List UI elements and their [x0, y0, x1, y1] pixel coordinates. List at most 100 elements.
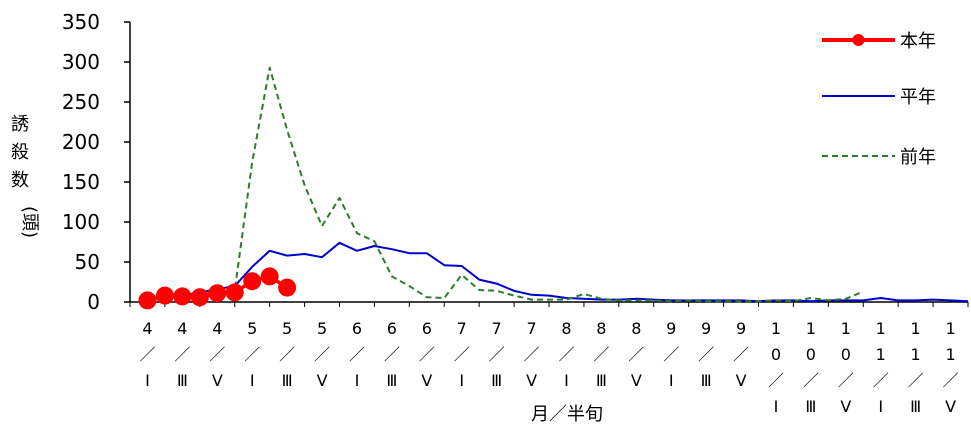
x-tick-label: 1	[806, 319, 816, 338]
x-tick-label: ／	[279, 345, 295, 364]
x-tick-label: ／	[174, 345, 190, 364]
x-tick-label: ／	[419, 345, 435, 364]
x-tick-label: 7	[492, 319, 502, 338]
x-tick-label: ／	[558, 345, 574, 364]
x-tick-label: 8	[596, 319, 606, 338]
x-tick-label: 0	[841, 345, 851, 364]
x-tick-label: ／	[384, 345, 400, 364]
x-tick-label: ／	[209, 345, 225, 364]
y-tick-label: 100	[62, 210, 100, 234]
data-point-0	[173, 287, 192, 306]
data-point-0	[243, 272, 262, 291]
series-line-2	[147, 66, 864, 303]
y-tick-label: 250	[62, 90, 100, 114]
y-tick-label: 350	[62, 10, 100, 34]
x-tick-label: 9	[701, 319, 711, 338]
x-tick-label: Ⅴ	[526, 371, 537, 390]
x-tick-label: 8	[631, 319, 641, 338]
x-tick-label: 6	[422, 319, 432, 338]
data-point-0	[190, 288, 209, 307]
y-tick-label: 150	[62, 170, 100, 194]
x-tick-label: 1	[945, 345, 955, 364]
x-tick-label: ／	[489, 345, 505, 364]
x-tick-label: 4	[177, 319, 187, 338]
x-tick-label: Ⅴ	[212, 371, 223, 390]
x-tick-label: 9	[666, 319, 676, 338]
legend-label: 本年	[900, 31, 936, 52]
x-tick-label: Ⅲ	[805, 397, 816, 416]
x-tick-label: ／	[454, 345, 470, 364]
x-tick-label: ／	[698, 345, 714, 364]
x-tick-label: Ⅲ	[282, 371, 293, 390]
x-tick-label: 7	[526, 319, 536, 338]
y-tick-label: 200	[62, 130, 100, 154]
x-tick-label: Ⅴ	[840, 397, 851, 416]
x-tick-label: ／	[873, 371, 889, 390]
x-tick-label: 0	[806, 345, 816, 364]
y-axis-title-unit: (頭)	[19, 206, 40, 238]
x-tick-label: Ⅰ	[145, 371, 150, 390]
x-tick-label: Ⅲ	[910, 397, 921, 416]
x-tick-label: ／	[314, 345, 330, 364]
x-tick-label: 1	[911, 345, 921, 364]
x-tick-label: Ⅲ	[701, 371, 712, 390]
x-tick-label: ／	[139, 345, 155, 364]
x-tick-label: 6	[387, 319, 397, 338]
y-tick-label: 50	[75, 250, 100, 274]
x-tick-label: ／	[838, 371, 854, 390]
x-tick-label: ／	[768, 371, 784, 390]
x-tick-label: Ⅰ	[669, 371, 674, 390]
x-tick-label: ／	[628, 345, 644, 364]
data-point-0	[208, 284, 227, 303]
x-tick-label: ／	[663, 345, 679, 364]
x-tick-label: 1	[841, 319, 851, 338]
x-tick-label: 7	[457, 319, 467, 338]
x-tick-label: 4	[212, 319, 222, 338]
legend-label: 平年	[900, 87, 936, 108]
x-tick-label: Ⅴ	[631, 371, 642, 390]
x-tick-label: Ⅴ	[421, 371, 432, 390]
data-point-0	[225, 283, 244, 302]
x-tick-label: Ⅴ	[945, 397, 956, 416]
x-tick-label: 1	[945, 319, 955, 338]
x-tick-label: 5	[282, 319, 292, 338]
x-tick-label: ／	[349, 345, 365, 364]
x-tick-label: 8	[561, 319, 571, 338]
x-tick-label: 4	[142, 319, 152, 338]
x-tick-label: ／	[524, 345, 540, 364]
series-line-1	[147, 241, 969, 303]
x-tick-label: ／	[908, 371, 924, 390]
x-tick-label: Ⅲ	[596, 371, 607, 390]
x-tick-label: Ⅴ	[736, 371, 747, 390]
y-axis-title-char: 殺	[11, 142, 29, 163]
x-tick-label: 5	[247, 319, 257, 338]
y-tick-label: 300	[62, 50, 100, 74]
x-tick-label: 5	[317, 319, 327, 338]
x-tick-label: Ⅰ	[564, 371, 569, 390]
x-tick-label: 0	[771, 345, 781, 364]
y-axis-title-char: 誘	[11, 114, 29, 135]
data-point-0	[278, 278, 297, 297]
x-tick-label: Ⅲ	[491, 371, 502, 390]
legend-label: 前年	[900, 147, 936, 168]
data-point-0	[260, 267, 279, 286]
x-tick-label: ／	[593, 345, 609, 364]
x-axis-title: 月／半旬	[531, 404, 603, 425]
x-tick-label: Ⅲ	[386, 371, 397, 390]
x-tick-label: Ⅰ	[774, 397, 779, 416]
x-tick-label: 1	[876, 319, 886, 338]
data-point-0	[155, 286, 174, 305]
y-axis-title-char: 数	[11, 170, 29, 191]
x-tick-label: ／	[733, 345, 749, 364]
x-tick-label: 1	[911, 319, 921, 338]
legend-marker-0	[852, 34, 865, 46]
x-tick-label: Ⅲ	[177, 371, 188, 390]
x-tick-label: ／	[803, 371, 819, 390]
x-tick-label: Ⅰ	[355, 371, 360, 390]
x-tick-label: Ⅰ	[878, 397, 883, 416]
x-tick-label: 1	[876, 345, 886, 364]
x-tick-label: 6	[352, 319, 362, 338]
x-tick-label: Ⅴ	[317, 371, 328, 390]
